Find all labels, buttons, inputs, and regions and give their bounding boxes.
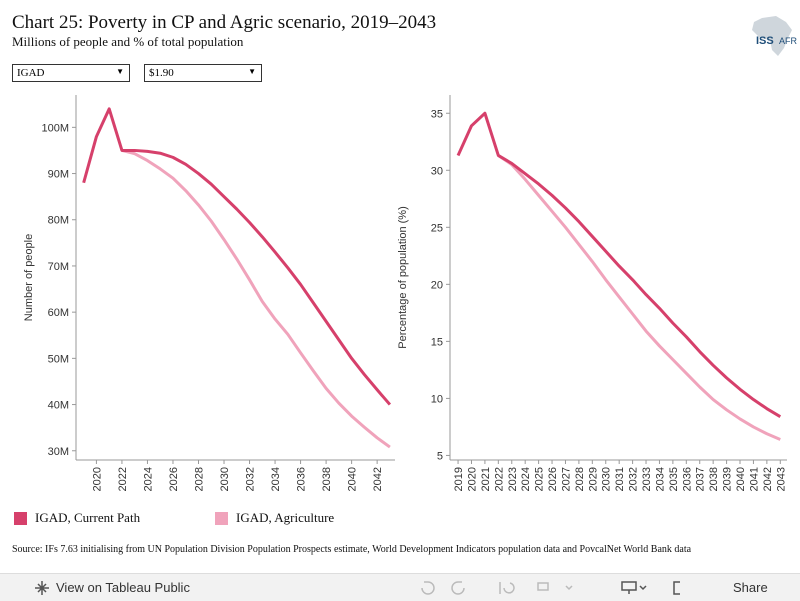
- x-tick-label: 2040: [735, 467, 747, 491]
- x-tick-label: 2041: [748, 467, 760, 491]
- y-tick-label: 35: [431, 108, 443, 120]
- x-tick-label: 2019: [453, 467, 465, 491]
- share-button[interactable]: Share: [733, 580, 768, 595]
- x-tick-label: 2043: [775, 467, 787, 491]
- legend-swatch: [14, 511, 27, 525]
- x-tick-label: 2024: [142, 467, 154, 491]
- subtitle: Millions of people and % of total popula…: [12, 34, 244, 49]
- tableau-icon: [35, 581, 49, 595]
- legend-item[interactable]: IGAD, Current Path: [14, 510, 140, 526]
- x-tick-label: 2030: [601, 467, 613, 491]
- series-line: [121, 148, 391, 449]
- x-tick-label: 2034: [270, 467, 282, 491]
- filter-value: $1.90: [149, 67, 174, 79]
- y-tick-label: 60M: [48, 307, 69, 319]
- legend-label: IGAD, Current Path: [35, 510, 141, 525]
- series-line: [456, 111, 782, 418]
- x-tick-label: 2021: [480, 467, 492, 491]
- y-tick-label: 50M: [48, 353, 69, 365]
- series-line: [497, 154, 781, 441]
- y-tick-label: 80M: [48, 215, 69, 227]
- title: Chart 25: Poverty in CP and Agric scenar…: [12, 12, 437, 33]
- y-tick-label: 30: [431, 165, 443, 177]
- y-tick-label: 25: [431, 222, 443, 234]
- legend-label: IGAD, Agriculture: [236, 510, 335, 525]
- view-link[interactable]: View on Tableau Public: [56, 580, 190, 595]
- y-tick-label: 15: [431, 336, 443, 348]
- x-tick-label: 2031: [614, 467, 626, 491]
- filter-dropdown[interactable]: IGAD ▼: [12, 64, 130, 82]
- logo: ISS AFR: [752, 16, 798, 56]
- x-tick-label: 2035: [668, 467, 680, 491]
- x-tick-label: 2028: [193, 467, 205, 491]
- x-tick-label: 2025: [534, 467, 546, 491]
- filter-dropdown[interactable]: $1.90 ▼: [144, 64, 262, 82]
- x-tick-label: 2036: [296, 467, 308, 491]
- y-tick-label: 5: [437, 450, 443, 462]
- x-tick-label: 2034: [654, 467, 666, 491]
- x-tick-label: 2023: [507, 467, 519, 491]
- toolbar: View on Tableau Public Share: [0, 573, 800, 601]
- x-tick-label: 2039: [722, 467, 734, 491]
- x-tick-label: 2024: [520, 467, 532, 491]
- y-tick-label: 100M: [41, 122, 69, 134]
- x-tick-label: 2037: [695, 467, 707, 491]
- y-tick-label: 10: [431, 393, 443, 405]
- x-tick-label: 2042: [762, 467, 774, 491]
- y-tick-label: 70M: [48, 261, 69, 273]
- x-tick-label: 2020: [466, 467, 478, 491]
- x-tick-label: 2032: [628, 467, 640, 491]
- toolbar-icons: [421, 581, 680, 595]
- legend-swatch: [215, 511, 228, 525]
- logo-map: [752, 16, 792, 56]
- filter-value: IGAD: [17, 67, 45, 79]
- y-tick-label: 40M: [48, 400, 69, 412]
- series-line: [82, 107, 392, 406]
- legend-item[interactable]: IGAD, Agriculture: [215, 510, 334, 526]
- x-tick-label: 2020: [91, 467, 103, 491]
- x-tick-label: 2036: [681, 467, 693, 491]
- x-tick-label: 2026: [547, 467, 559, 491]
- y-tick-label: 20: [431, 279, 443, 291]
- x-tick-label: 2022: [117, 467, 129, 491]
- x-tick-label: 2028: [574, 467, 586, 491]
- x-tick-label: 2038: [321, 467, 333, 491]
- x-tick-label: 2026: [168, 467, 180, 491]
- y-tick-label: 30M: [48, 446, 69, 458]
- source: Source: IFs 7.63 initialising from UN Po…: [12, 544, 692, 555]
- x-tick-label: 2032: [245, 467, 257, 491]
- x-tick-label: 2042: [372, 467, 384, 491]
- logo-text: ISS: [756, 35, 774, 47]
- x-tick-label: 2038: [708, 467, 720, 491]
- x-tick-label: 2022: [493, 467, 505, 491]
- y-axis-label: Number of people: [23, 234, 35, 321]
- y-tick-label: 90M: [48, 169, 69, 181]
- x-tick-label: 2033: [641, 467, 653, 491]
- x-tick-label: 2027: [560, 467, 572, 491]
- x-tick-label: 2040: [347, 467, 359, 491]
- y-axis-label: Percentage of population (%): [397, 206, 409, 348]
- x-tick-label: 2030: [219, 467, 231, 491]
- x-tick-label: 2029: [587, 467, 599, 491]
- logo-text: AFR: [779, 36, 798, 46]
